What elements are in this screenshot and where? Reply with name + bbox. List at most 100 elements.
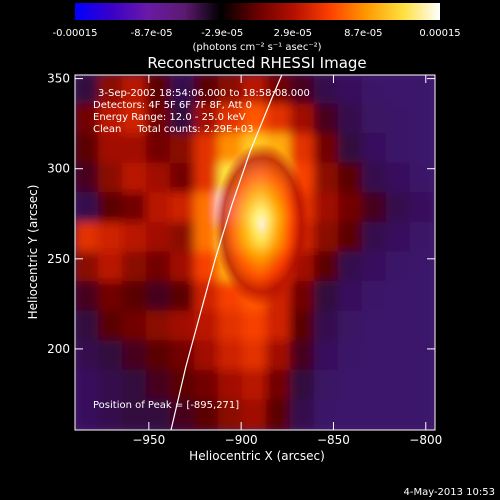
heatmap-cell [98, 133, 124, 165]
x-tick-label: −950 [132, 433, 165, 447]
heatmap-cell [194, 133, 220, 165]
heatmap-cell [98, 399, 124, 430]
heatmap-cell [314, 281, 340, 313]
heatmap-cell [218, 310, 244, 343]
heatmap-cell [338, 310, 364, 343]
y-tick-label: 200 [47, 342, 70, 356]
heatmap-cell [194, 310, 220, 343]
heatmap-cell [98, 103, 124, 136]
heatmap-cell [170, 221, 196, 254]
heatmap-cell [146, 192, 172, 224]
heatmap-cell [75, 75, 100, 106]
annotation-energy-range: Energy Range: 12.0 - 25.0 keV [93, 112, 246, 123]
heatmap-cell [290, 281, 316, 313]
heatmap-cell [170, 192, 196, 224]
heatmap-cell [170, 281, 196, 313]
heatmap-cell [122, 251, 148, 284]
x-tick-label: −850 [317, 433, 350, 447]
heatmap-cell [122, 162, 148, 195]
heatmap-cell [122, 192, 148, 224]
heatmap-cell [410, 162, 435, 195]
heatmap-cell [98, 310, 124, 343]
heatmap-cell [362, 192, 388, 224]
heatmap-cell [218, 103, 244, 136]
heatmap-cell [314, 369, 340, 402]
y-tick-label: 250 [47, 252, 70, 266]
heatmap-cell [98, 251, 124, 284]
heatmap-cell [290, 369, 316, 402]
heatmap-cell [362, 75, 388, 106]
heatmap-cell [75, 133, 100, 165]
heatmap-cell [122, 281, 148, 313]
heatmap-cell [314, 221, 340, 254]
heatmap-cell [338, 340, 364, 372]
heatmap-cell [122, 340, 148, 372]
heatmap-cell [75, 103, 100, 136]
heatmap-cell [146, 369, 172, 402]
heatmap-cell [410, 251, 435, 284]
heatmap-cell [410, 192, 435, 224]
heatmap-cell [290, 103, 316, 136]
heatmap-cell [362, 162, 388, 195]
heatmap-cell [410, 281, 435, 313]
heatmap-cell [242, 399, 268, 430]
heatmap-cell [386, 133, 412, 165]
heatmap-cell [98, 221, 124, 254]
heatmap-cell [146, 399, 172, 430]
heatmap-cell [146, 162, 172, 195]
heatmap-cell [170, 310, 196, 343]
heatmap-cell [242, 75, 268, 106]
chart-title: Reconstructed RHESSI Image [147, 54, 366, 72]
heatmap-cell [362, 103, 388, 136]
heatmap-cell [338, 399, 364, 430]
heatmap-cell [314, 75, 340, 106]
heatmap-cell [386, 75, 412, 106]
heatmap-cell [266, 340, 292, 372]
heatmap-cell [98, 340, 124, 372]
heatmap-cell [194, 281, 220, 313]
heatmap-cell [122, 133, 148, 165]
heatmap-cell [338, 221, 364, 254]
heatmap-cell [75, 251, 100, 284]
heatmap-cell [194, 369, 220, 402]
heatmap-cell [338, 103, 364, 136]
heatmap-cell [242, 340, 268, 372]
colorbar-gradient [75, 3, 440, 20]
footer-timestamp: 4-May-2013 10:53 [403, 487, 495, 498]
heatmap-cell [386, 310, 412, 343]
observation-annotations: 3-Sep-2002 18:54:06.000 to 18:58:08.000 … [93, 88, 310, 411]
heatmap-cell [75, 162, 100, 195]
heatmap-cell [98, 192, 124, 224]
heatmap-cell [218, 399, 244, 430]
annotation-time-range: 3-Sep-2002 18:54:06.000 to 18:58:08.000 [98, 88, 310, 99]
y-axis-label: Heliocentric Y (arcsec) [26, 185, 40, 320]
heatmap-cell [386, 251, 412, 284]
heatmap-cell [314, 103, 340, 136]
heatmap-cell [170, 251, 196, 284]
heatmap-cell [338, 192, 364, 224]
colorbar-units-label: (photons cm⁻² s⁻¹ asec⁻²) [192, 42, 321, 53]
colorbar-tick-label: 2.9e-05 [274, 28, 312, 39]
y-tick-label: 350 [47, 72, 70, 86]
solar-limb-line [170, 75, 283, 430]
heatmap-cell [218, 340, 244, 372]
heatmap-cell [362, 399, 388, 430]
heatmap-cell [218, 75, 244, 106]
heatmap-cell [386, 369, 412, 402]
heatmap-cell [362, 281, 388, 313]
heatmap-cell [338, 75, 364, 106]
heatmap-cell [386, 399, 412, 430]
heatmap-cell [410, 133, 435, 165]
y-axis-ticks: 200 250 300 350 [47, 72, 435, 356]
heatmap-cell [146, 133, 172, 165]
heatmap-cell [410, 399, 435, 430]
colorbar-tick-label: -2.9e-05 [201, 28, 243, 39]
heatmap-cell [266, 103, 292, 136]
heatmap-cell [218, 369, 244, 402]
heatmap-cell [98, 75, 124, 106]
plot-area [75, 75, 435, 430]
heatmap-cell [290, 133, 316, 165]
heatmap-cell [338, 281, 364, 313]
